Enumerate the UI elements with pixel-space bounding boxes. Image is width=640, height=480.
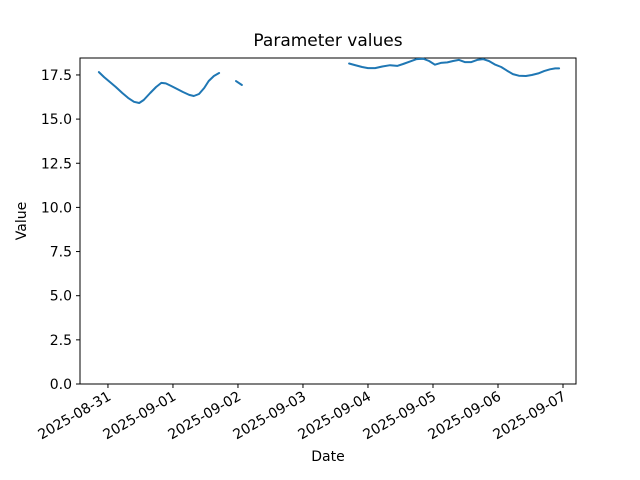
chart-title: Parameter values (253, 31, 403, 51)
x-tick-label: 2025-09-05 (361, 389, 439, 444)
y-tick-label: 15.0 (41, 112, 72, 128)
x-axis-label: Date (311, 449, 345, 465)
plot-border (79, 57, 577, 385)
y-tick-label: 5.0 (50, 289, 72, 305)
x-tick-label: 2025-08-31 (35, 389, 113, 444)
x-tick-label: 2025-09-03 (230, 389, 308, 444)
x-tick-label: 2025-09-07 (491, 389, 569, 444)
y-tick-label: 2.5 (50, 333, 72, 349)
y-tick-label: 0.0 (50, 377, 72, 393)
x-tick-label: 2025-09-04 (296, 389, 375, 444)
x-tick-label: 2025-09-06 (426, 389, 505, 444)
y-axis-label: Value (14, 201, 30, 241)
x-tick-label: 2025-09-02 (165, 389, 243, 444)
x-tick-label: 2025-09-01 (100, 389, 178, 444)
y-tick-label: 12.5 (41, 156, 72, 172)
y-tick-label: 10.0 (41, 200, 72, 216)
series-line-segment (235, 80, 243, 86)
y-tick-label: 7.5 (50, 245, 72, 261)
y-tick-label: 17.5 (41, 68, 72, 84)
series-line-segment (348, 57, 561, 77)
series-line-segment (97, 71, 221, 104)
